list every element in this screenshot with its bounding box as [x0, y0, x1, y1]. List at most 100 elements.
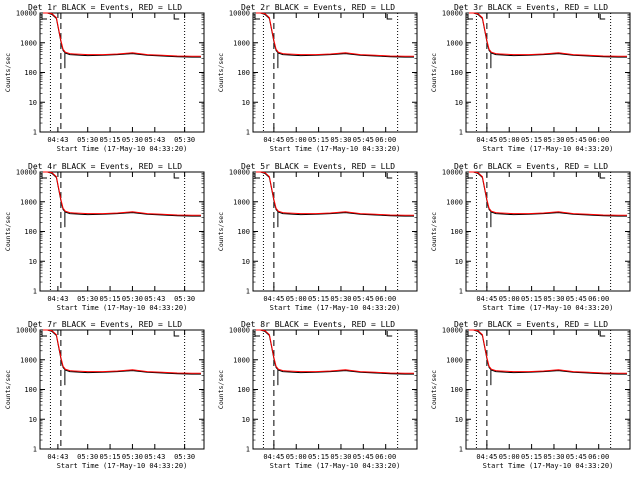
x-tick-label: 06:00: [375, 136, 396, 144]
x-tick-label: 05:00: [499, 295, 520, 303]
corner-marker: [599, 331, 606, 337]
x-tick-label: 05:30: [174, 295, 195, 303]
y-tick-label: 1000: [233, 39, 250, 47]
y-tick-label: 1000: [446, 356, 463, 364]
lld-series-line: [255, 329, 415, 374]
x-tick-label: 05:15: [521, 295, 542, 303]
x-axis-label: Start Time (17-May-10 04:33:20): [57, 304, 188, 312]
y-tick-label: 100: [24, 386, 37, 394]
y-tick-label: 10000: [229, 10, 250, 18]
corner-marker: [173, 14, 180, 20]
y-tick-label: 1: [459, 288, 463, 296]
corner-marker: [254, 14, 260, 20]
events-series-line: [255, 329, 415, 375]
y-tick-label: 10: [29, 416, 37, 424]
x-tick-label: 05:43: [144, 295, 165, 303]
corner-marker: [599, 14, 606, 20]
x-tick-label: 05:30: [77, 295, 98, 303]
y-tick-label: 1000: [233, 356, 250, 364]
y-tick-label: 1: [246, 129, 250, 137]
x-axis-label: Start Time (17-May-10 04:33:20): [57, 145, 188, 153]
y-tick-label: 100: [450, 69, 463, 77]
x-tick-label: 06:00: [588, 453, 609, 461]
x-tick-label: 05:30: [330, 136, 351, 144]
detector-panel-1: Det 1r BLACK = Events, RED = LLD 1 10 100 10…: [4, 3, 205, 153]
x-tick-label: 05:45: [353, 136, 374, 144]
panel-title: Det 7r BLACK = Events, RED = LLD: [28, 320, 182, 329]
y-tick-label: 1000: [20, 39, 37, 47]
panel-title: Det 8r BLACK = Events, RED = LLD: [241, 320, 395, 329]
detector-panel-6: Det 6r BLACK = Events, RED = LLD 1 10 100 10…: [430, 162, 631, 312]
events-series-line: [255, 12, 415, 58]
corner-marker: [41, 331, 47, 337]
y-axis-label: Counts/sec: [4, 370, 12, 409]
lld-series-line: [468, 12, 628, 57]
x-tick-label: 05:30: [543, 453, 564, 461]
x-tick-label: 05:15: [100, 136, 121, 144]
panel-title: Det 9r BLACK = Events, RED = LLD: [454, 320, 608, 329]
x-tick-label: 05:00: [286, 453, 307, 461]
y-axis-label: Counts/sec: [430, 212, 438, 251]
y-tick-label: 100: [237, 228, 250, 236]
plot-frame: [39, 12, 205, 133]
detector-panel-9: Det 9r BLACK = Events, RED = LLD 1 10 100 10…: [430, 320, 631, 470]
x-tick-label: 05:00: [499, 136, 520, 144]
events-series-line: [468, 12, 628, 58]
detector-panel-7: Det 7r BLACK = Events, RED = LLD 1 10 100 10…: [4, 320, 205, 470]
x-tick-label: 05:30: [543, 295, 564, 303]
plot-frame: [252, 329, 418, 450]
panel-title: Det 4r BLACK = Events, RED = LLD: [28, 162, 182, 171]
x-tick-label: 05:15: [521, 136, 542, 144]
panel-title: Det 1r BLACK = Events, RED = LLD: [28, 3, 182, 12]
y-tick-label: 10: [455, 99, 463, 107]
x-tick-label: 05:30: [77, 136, 98, 144]
y-axis-label: Counts/sec: [4, 212, 12, 251]
panel-title: Det 5r BLACK = Events, RED = LLD: [241, 162, 395, 171]
plot-frame: [465, 12, 631, 133]
x-axis-label: Start Time (17-May-10 04:33:20): [483, 304, 614, 312]
detector-panel-5: Det 5r BLACK = Events, RED = LLD 1 10 100 10…: [217, 162, 418, 312]
x-tick-label: 06:00: [588, 136, 609, 144]
x-tick-label: 06:00: [375, 295, 396, 303]
x-tick-label: 06:00: [375, 453, 396, 461]
panel-title: Det 2r BLACK = Events, RED = LLD: [241, 3, 395, 12]
lld-series-line: [468, 171, 628, 216]
y-tick-label: 1: [459, 446, 463, 454]
events-series-line: [468, 329, 628, 375]
x-axis-label: Start Time (17-May-10 04:33:20): [270, 304, 401, 312]
plot-frame: [39, 329, 205, 450]
x-tick-label: 04:45: [476, 295, 497, 303]
y-tick-label: 10: [242, 416, 250, 424]
x-tick-label: 05:45: [566, 295, 587, 303]
x-tick-label: 04:45: [263, 295, 284, 303]
y-tick-label: 10000: [442, 327, 463, 335]
x-axis-label: Start Time (17-May-10 04:33:20): [270, 462, 401, 470]
y-tick-label: 100: [450, 228, 463, 236]
x-tick-label: 04:45: [476, 453, 497, 461]
x-tick-label: 05:30: [122, 136, 143, 144]
corner-marker: [467, 14, 473, 20]
corner-marker: [41, 14, 47, 20]
corner-marker: [173, 173, 180, 179]
panel-title: Det 6r BLACK = Events, RED = LLD: [454, 162, 608, 171]
y-tick-label: 10: [242, 99, 250, 107]
corner-marker: [173, 331, 180, 337]
events-series-line: [468, 171, 628, 217]
x-tick-label: 04:45: [263, 453, 284, 461]
plot-frame: [252, 171, 418, 292]
x-tick-label: 05:15: [100, 295, 121, 303]
plot-frame: [465, 171, 631, 292]
x-tick-label: 05:15: [521, 453, 542, 461]
x-tick-label: 04:45: [476, 136, 497, 144]
x-tick-label: 05:30: [77, 453, 98, 461]
plot-frame: [252, 12, 418, 133]
events-series-line: [255, 171, 415, 217]
y-tick-label: 1: [33, 288, 37, 296]
y-axis-label: Counts/sec: [217, 212, 225, 251]
x-tick-label: 05:15: [308, 136, 329, 144]
lld-series-line: [42, 12, 202, 57]
x-axis-label: Start Time (17-May-10 04:33:20): [270, 145, 401, 153]
y-tick-label: 10: [29, 258, 37, 266]
